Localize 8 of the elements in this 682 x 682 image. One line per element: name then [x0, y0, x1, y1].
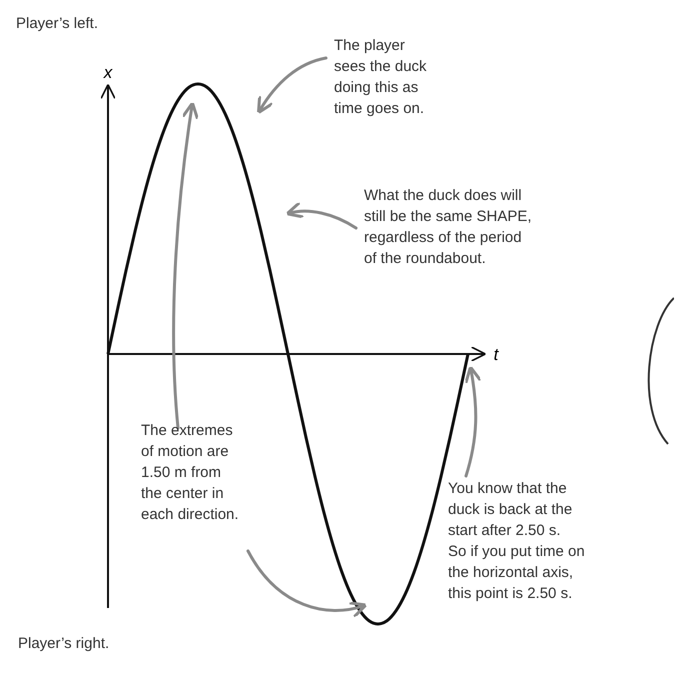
- annotation: The extremes of motion are 1.50 m from the center in each direction.: [141, 422, 239, 523]
- annotation: You know that the duck is back at the start after 2.50 s. So if you put time on the horizontal axis, this point is 2.50 s.: [448, 480, 585, 602]
- text: Player’s right.: [18, 635, 110, 652]
- x-axis-title: t: [494, 345, 500, 364]
- annotation: The player sees the duck doing this as time goes on.: [334, 37, 428, 117]
- annotation: What the duck does will still be the same SHAPE, regardless of the period of the roundabout.: [364, 187, 532, 267]
- y-axis-title: x: [102, 63, 113, 82]
- text: Player’s left.: [16, 15, 98, 32]
